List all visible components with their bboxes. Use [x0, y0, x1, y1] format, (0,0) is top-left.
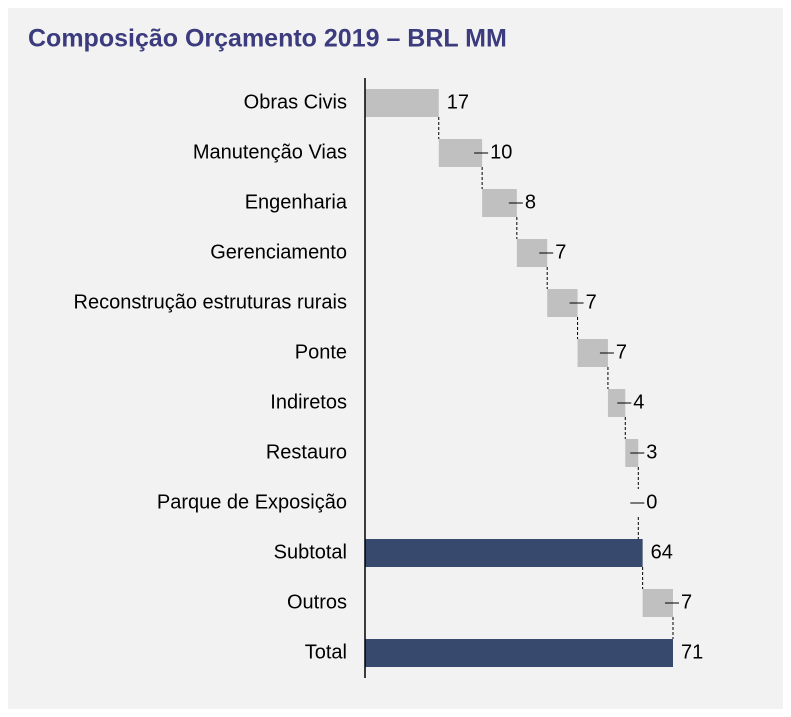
value-label: 17 [447, 91, 469, 113]
bar [365, 639, 673, 667]
value-label: 64 [651, 541, 673, 563]
value-label: 7 [555, 241, 566, 263]
category-label: Outros [287, 591, 347, 613]
chart-title: Composição Orçamento 2019 – BRL MM [28, 25, 507, 53]
category-label: Engenharia [245, 191, 348, 213]
value-label: 0 [646, 491, 657, 513]
value-label: 7 [616, 341, 627, 363]
category-label: Restauro [266, 441, 347, 463]
bar [365, 89, 439, 117]
category-label: Parque de Exposição [157, 491, 347, 513]
value-label: 3 [646, 441, 657, 463]
bar [365, 539, 643, 567]
value-label: 71 [681, 641, 703, 663]
category-label: Gerenciamento [210, 241, 347, 263]
value-label: 8 [525, 191, 536, 213]
bar [607, 389, 626, 417]
value-label: 7 [681, 591, 692, 613]
value-label: 10 [490, 141, 512, 163]
category-label: Manutenção Vias [193, 141, 347, 163]
value-label: 4 [633, 391, 644, 413]
category-label: Reconstrução estruturas rurais [74, 291, 347, 313]
category-label: Subtotal [274, 541, 347, 563]
category-label: Obras Civis [244, 91, 347, 113]
category-label: Total [305, 641, 347, 663]
value-label: 7 [586, 291, 597, 313]
category-label: Indiretos [270, 391, 347, 413]
category-label: Ponte [295, 341, 347, 363]
